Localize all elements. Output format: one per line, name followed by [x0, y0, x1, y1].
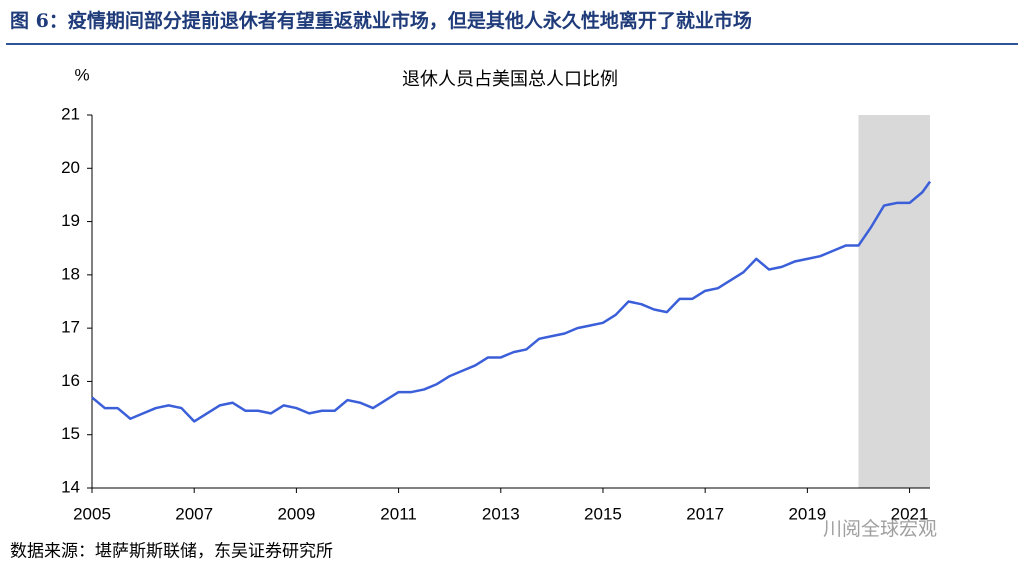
- y-tick-label: 15: [61, 424, 80, 443]
- source: 数据来源：堪萨斯斯联储，东吴证券研究所: [10, 542, 333, 562]
- x-tick-label: 2019: [788, 504, 826, 523]
- x-tick-label: 2009: [277, 504, 315, 523]
- data-line: [91, 180, 932, 423]
- watermark: 川阅全球宏观: [823, 518, 937, 540]
- y-tick-label: 18: [61, 264, 80, 283]
- x-tick-label: 2017: [686, 504, 724, 523]
- x-tick-label: 2007: [175, 504, 213, 523]
- x-tick-label: 2011: [380, 504, 417, 523]
- x-tick-label: 2013: [482, 504, 520, 523]
- y-tick-label: 17: [61, 318, 80, 337]
- y-tick-label: 19: [61, 211, 80, 230]
- y-tick-label: 14: [61, 477, 80, 496]
- x-tick-label: 2005: [73, 504, 111, 523]
- x-tick-label: 2021: [891, 504, 929, 523]
- header-title: 图 6：疫情期间部分提前退休者有望重返就业市场，但是其他人永久性地离开了就业市场: [10, 9, 752, 32]
- y-tick-label: 21: [61, 104, 80, 123]
- y-tick-label: 20: [61, 158, 80, 177]
- x-tick-label: 2015: [584, 504, 622, 523]
- y-axis-label: %: [74, 65, 89, 84]
- shaded-region: [858, 115, 930, 488]
- y-tick-label: 16: [61, 371, 80, 390]
- chart-title: 退休人员占美国总人口比例: [402, 69, 618, 89]
